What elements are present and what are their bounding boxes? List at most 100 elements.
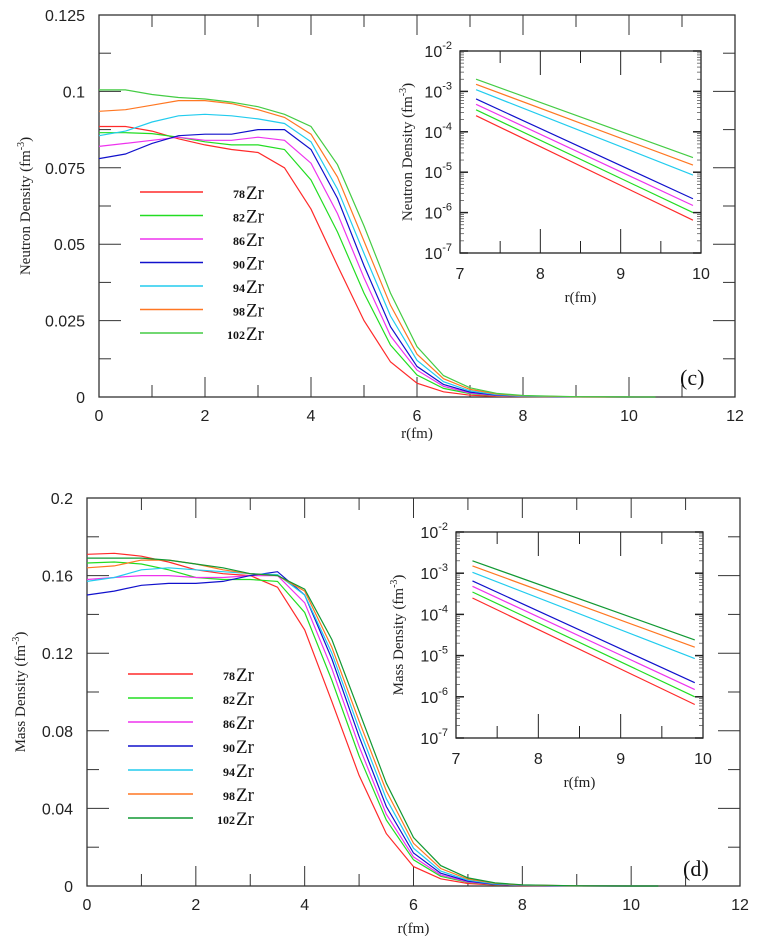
inset-y-tick-exp: -5 [442,161,452,173]
panel-label: (d) [683,856,709,881]
x-tick-label: 4 [307,408,316,425]
legend-mass-number: 94 [233,281,245,295]
inset-y-tick-exp: -4 [442,121,452,133]
inset-y-tick-exp: -3 [438,562,448,574]
y-axis-title-text: Neutron Density (fm [18,150,34,275]
inset-y-tick-base: 10 [420,649,438,666]
inset-series-line-94Zr [472,571,695,660]
inset-series-line-86Zr [472,585,696,691]
y-tick-label: 0.075 [45,161,85,178]
inset-y-tick-label: 10-2 [424,40,452,61]
inset-y-axis-title-sup: -3 [398,88,409,96]
inset-y-tick-exp: -2 [442,40,452,52]
inset-y-tick-base: 10 [420,690,438,707]
y-tick-label: 0.08 [42,724,73,741]
inset-y-tick-exp: -6 [442,202,452,214]
legend-element: Zr [246,230,265,251]
inset-y-tick-base: 10 [424,165,442,182]
inset-y-tick-label: 10-3 [420,562,448,583]
inset-x-tick-label: 7 [452,751,461,768]
inset-y-tick-base: 10 [424,206,442,223]
legend-mass-number: 78 [223,669,235,683]
inset-y-axis-title: Neutron Density (fm-3) [398,83,416,221]
inset-y-tick-exp: -5 [438,645,448,657]
inset-y-tick-exp: -4 [438,603,448,615]
y-tick-label: 0.12 [42,646,73,663]
y-axis-title: Neutron Density (fm-3) [16,137,34,275]
legend-element: Zr [236,737,255,758]
inset-y-tick-base: 10 [424,246,442,263]
y-axis-title-sup: -3 [16,142,27,150]
inset-y-tick-exp: -3 [442,80,452,92]
inset-x-axis-title: r(fm) [564,775,596,791]
inset-x-tick-label: 9 [616,266,625,283]
y-tick-label: 0.1 [63,84,85,101]
inset-y-tick-label: 10-3 [424,80,452,101]
inset-y-axis-title: Mass Density (fm-3) [389,575,407,696]
legend-element: Zr [246,254,265,275]
x-tick-label: 0 [95,408,104,425]
y-axis-title-tail: ) [13,632,29,637]
inset-y-tick-label: 10-7 [420,727,448,748]
inset-y-tick-label: 10-2 [420,521,448,542]
inset-series-line-98Zr [475,83,694,166]
y-axis-title: Mass Density (fm-3) [11,632,29,753]
panel-c: 0 2 4 6 8 10 12 0 0.025 0.05 0.075 0.1 0.125 r(fm) Neu… [16,8,744,442]
legend-mass-number: 94 [223,765,235,779]
legend-element: Zr [236,713,255,734]
inset-y-tick-label: 10-7 [424,242,452,263]
inset-series-line-78Zr [475,115,694,221]
legend-element: Zr [236,665,255,686]
legend-mass-number: 78 [233,187,245,201]
x-tick-label: 8 [519,408,528,425]
inset-y-axis-title-sup: -3 [389,580,400,588]
inset-y-tick-base: 10 [420,525,438,542]
panel-label: (c) [680,365,704,390]
x-tick-label: 8 [518,897,527,914]
x-tick-label: 4 [300,897,309,914]
inset-y-tick-label: 10-4 [420,603,448,624]
inset-x-tick-label: 7 [456,266,465,283]
inset-series-line-102Zr [475,78,694,159]
y-tick-label: 0 [76,390,85,407]
inset-x-tick-label: 9 [616,751,625,768]
inset-y-axis-title-text: Neutron Density (fm [400,96,416,221]
legend-element: Zr [246,277,265,298]
y-tick-label: 0.125 [45,8,85,25]
y-axis-title-text: Mass Density (fm [13,645,29,753]
x-tick-label: 6 [413,408,422,425]
legend-element: Zr [246,301,265,322]
inset-series-line-82Zr [472,591,696,698]
y-tick-label: 0.16 [42,569,73,586]
x-tick-label: 12 [726,408,744,425]
inset-y-tick-label: 10-5 [424,161,452,182]
legend-mass-number: 82 [223,693,235,707]
inset-y-tick-label: 10-6 [424,202,452,223]
panel-d: 0 2 4 6 8 10 12 0 0.04 0.08 0.12 0.16 0.2 r(fm) Mass D… [11,491,749,937]
legend-mass-number: 98 [223,789,235,803]
legend-mass-number: 102 [217,813,235,827]
inset-y-tick-exp: -7 [442,242,452,254]
inset-series-line-90Zr [472,580,696,684]
inset-y-tick-label: 10-6 [420,686,448,707]
inset-y-tick-label: 10-4 [424,121,452,142]
x-tick-label: 0 [83,897,92,914]
inset-y-axis-title-tail: ) [391,575,407,580]
y-tick-label: 0 [64,879,73,896]
x-tick-label: 10 [620,408,638,425]
inset-series-line-90Zr [475,98,694,200]
inset-series-line-94Zr [475,89,694,176]
inset-y-tick-base: 10 [424,125,442,142]
inset-x-axis-title: r(fm) [565,290,597,306]
legend-mass-number: 90 [233,258,245,272]
y-axis-title-tail: ) [18,137,34,142]
x-tick-label: 10 [622,897,640,914]
legend-mass-number: 90 [223,741,235,755]
series-line-102Zr [87,557,659,887]
inset-x-tick-label: 8 [534,751,543,768]
legend-element: Zr [236,809,255,830]
inset-y-tick-exp: -6 [438,686,448,698]
inset-y-tick-base: 10 [420,607,438,624]
